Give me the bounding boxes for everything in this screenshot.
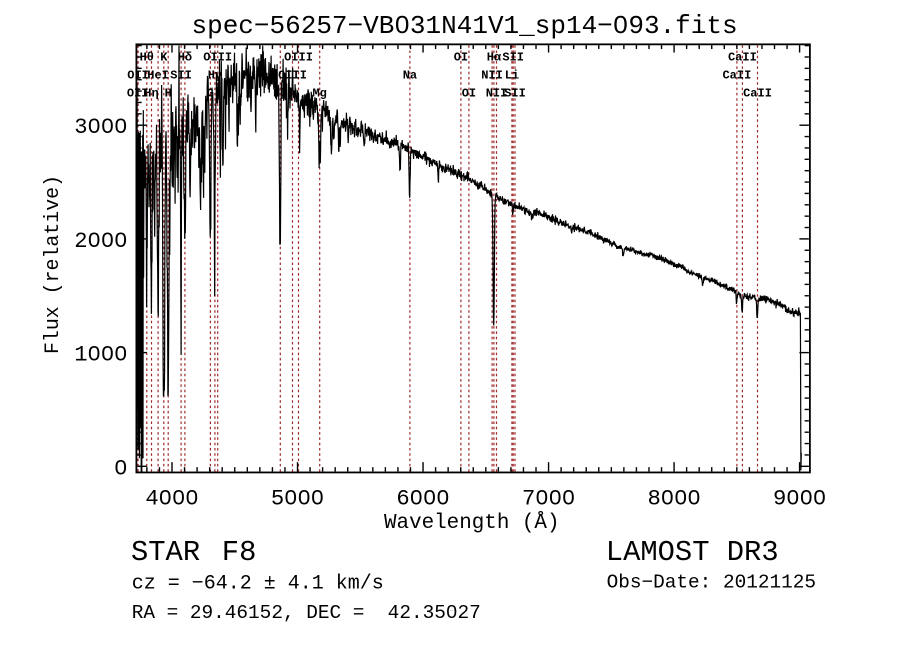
- svg-text:CaII: CaII: [728, 51, 757, 65]
- svg-text:OI: OI: [462, 87, 476, 101]
- svg-text:HeI: HeI: [147, 69, 169, 83]
- svg-text:LAMOST DR3: LAMOST DR3: [606, 536, 779, 569]
- svg-text:Mg: Mg: [312, 87, 326, 101]
- svg-text:SII: SII: [504, 87, 526, 101]
- svg-text:7000: 7000: [522, 486, 575, 511]
- svg-text:CaII: CaII: [722, 69, 751, 83]
- svg-text:5000: 5000: [271, 486, 324, 511]
- svg-text:RA = 29.46152, DEC = 42.35027: RA = 29.46152, DEC = 42.35027: [132, 602, 481, 624]
- svg-text:SII: SII: [170, 69, 192, 83]
- svg-text:NII: NII: [486, 87, 508, 101]
- svg-text:4000: 4000: [145, 486, 198, 511]
- svg-text:cz = −64.2 ± 4.1 km/s: cz = −64.2 ± 4.1 km/s: [132, 573, 384, 596]
- svg-text:9000: 9000: [773, 486, 826, 511]
- svg-text:6000: 6000: [396, 486, 449, 511]
- svg-text:OIII: OIII: [203, 51, 232, 65]
- svg-text:Wavelength (Å): Wavelength (Å): [384, 512, 560, 535]
- svg-text:Hθ: Hθ: [140, 51, 154, 65]
- svg-text:3000: 3000: [74, 115, 127, 140]
- svg-text:CaII: CaII: [743, 87, 772, 101]
- svg-text:Obs−Date: 20121125: Obs−Date: 20121125: [607, 572, 816, 594]
- svg-text:G: G: [207, 87, 214, 101]
- svg-text:2000: 2000: [74, 229, 127, 254]
- svg-text:Hα: Hα: [487, 51, 502, 65]
- svg-text:8000: 8000: [647, 486, 700, 511]
- svg-text:F8: F8: [222, 536, 257, 569]
- svg-text:1000: 1000: [74, 343, 127, 368]
- svg-text:Na: Na: [403, 69, 417, 83]
- svg-text:Li: Li: [505, 69, 519, 83]
- svg-text:OIII: OIII: [284, 51, 313, 65]
- svg-text:H: H: [165, 87, 172, 101]
- svg-text:K: K: [160, 51, 168, 65]
- svg-text:NII: NII: [481, 69, 503, 83]
- svg-text:STAR: STAR: [131, 536, 200, 569]
- svg-text:OI: OI: [454, 51, 468, 65]
- svg-text:OII: OII: [127, 69, 149, 83]
- svg-text:SII: SII: [502, 51, 524, 65]
- svg-text:spec−56257−VB031N41V1_sp14−093: spec−56257−VB031N41V1_sp14−093.fits: [192, 11, 738, 41]
- svg-text:Flux (relative): Flux (relative): [41, 175, 64, 354]
- svg-text:Hδ: Hδ: [178, 51, 192, 65]
- svg-text:Hη: Hη: [144, 87, 158, 101]
